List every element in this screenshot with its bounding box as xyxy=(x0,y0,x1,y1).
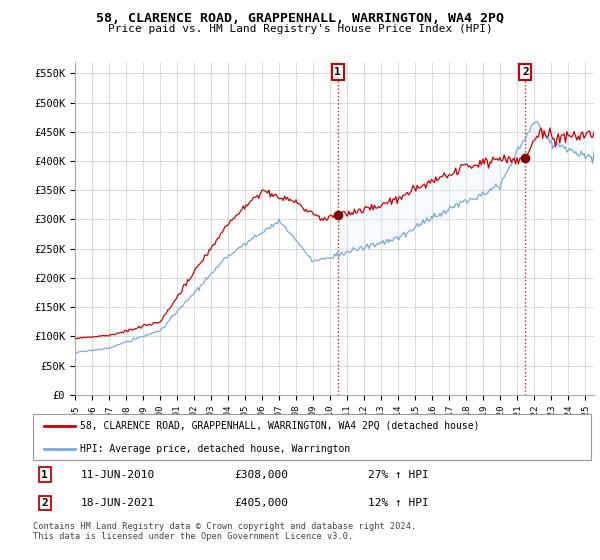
Text: 58, CLARENCE ROAD, GRAPPENHALL, WARRINGTON, WA4 2PQ: 58, CLARENCE ROAD, GRAPPENHALL, WARRINGT… xyxy=(96,12,504,25)
Text: Price paid vs. HM Land Registry's House Price Index (HPI): Price paid vs. HM Land Registry's House … xyxy=(107,24,493,34)
Text: 27% ↑ HPI: 27% ↑ HPI xyxy=(368,470,428,480)
Text: HPI: Average price, detached house, Warrington: HPI: Average price, detached house, Warr… xyxy=(80,444,350,454)
Text: £308,000: £308,000 xyxy=(234,470,288,480)
Text: 58, CLARENCE ROAD, GRAPPENHALL, WARRINGTON, WA4 2PQ (detached house): 58, CLARENCE ROAD, GRAPPENHALL, WARRINGT… xyxy=(80,421,480,431)
Text: 2: 2 xyxy=(522,67,529,77)
Text: 11-JUN-2010: 11-JUN-2010 xyxy=(80,470,155,480)
Text: 1: 1 xyxy=(334,67,341,77)
Text: Contains HM Land Registry data © Crown copyright and database right 2024.
This d: Contains HM Land Registry data © Crown c… xyxy=(33,522,416,542)
Text: 2: 2 xyxy=(41,498,48,508)
Text: £405,000: £405,000 xyxy=(234,498,288,508)
Text: 1: 1 xyxy=(41,470,48,480)
FancyBboxPatch shape xyxy=(33,414,591,460)
Text: 18-JUN-2021: 18-JUN-2021 xyxy=(80,498,155,508)
Text: 12% ↑ HPI: 12% ↑ HPI xyxy=(368,498,428,508)
